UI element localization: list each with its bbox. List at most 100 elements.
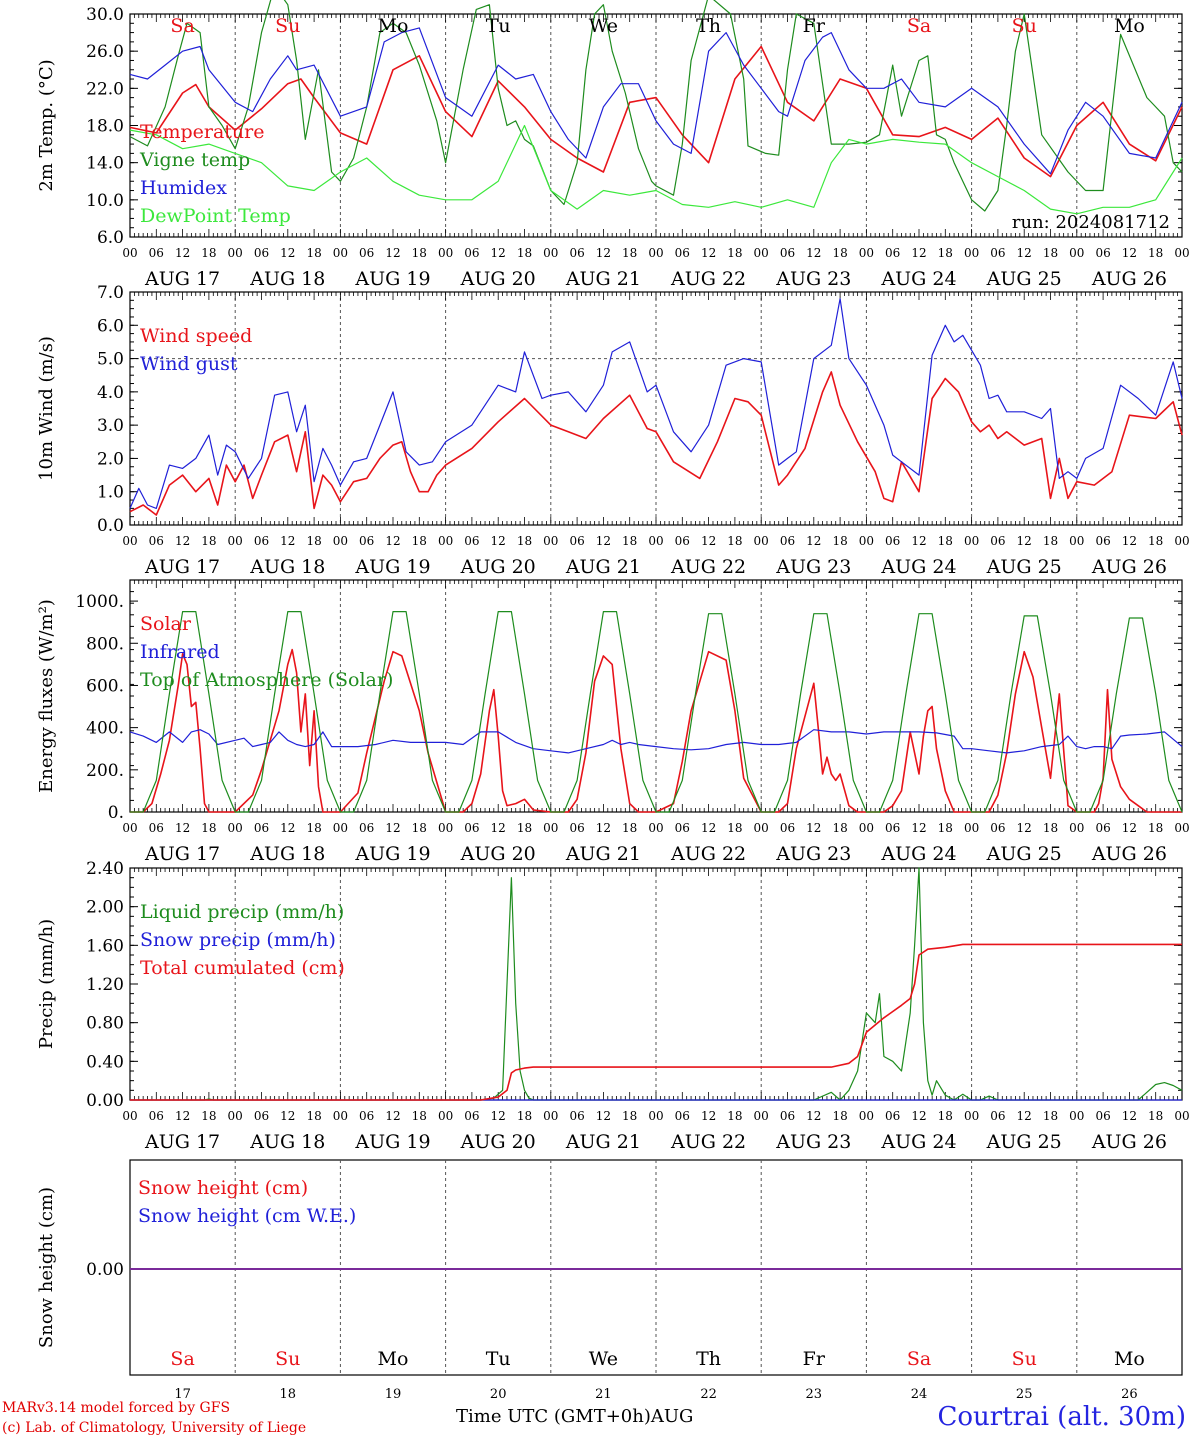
x-date-label: AUG 23 <box>775 843 851 865</box>
x-hour-label: 18 <box>1043 821 1058 835</box>
series-line <box>129 124 1183 215</box>
x-hour-label: 18 <box>1043 534 1058 548</box>
day-number-label: 18 <box>280 1387 297 1402</box>
weekday-label: Mo <box>1114 15 1145 37</box>
x-hour-label: 06 <box>569 534 584 548</box>
x-hour-label: 06 <box>359 534 374 548</box>
x-hour-label: 00 <box>964 246 979 260</box>
y-axis-label: Snow height (cm) <box>36 1187 57 1348</box>
x-hour-label: 00 <box>228 246 243 260</box>
day-number-label: 23 <box>806 1387 823 1402</box>
x-date-label: AUG 22 <box>670 268 746 290</box>
x-date-label: AUG 18 <box>249 1131 325 1153</box>
series-line <box>130 943 1182 1101</box>
run-label: run: 2024081712 <box>1012 212 1170 233</box>
y-tick-label: 22.0 <box>86 79 124 99</box>
x-hour-label: 18 <box>727 534 742 548</box>
x-hour-label: 00 <box>1174 1109 1189 1123</box>
x-hour-label: 06 <box>990 246 1005 260</box>
x-hour-label: 18 <box>201 534 216 548</box>
x-date-label: AUG 26 <box>1091 843 1167 865</box>
plot-frame <box>129 13 1183 238</box>
x-date-label: AUG 21 <box>565 843 641 865</box>
weekday-label: Su <box>1012 15 1037 37</box>
day-number-label: 22 <box>700 1387 717 1402</box>
weekday-label: Su <box>275 15 300 37</box>
x-hour-label: 00 <box>1069 534 1084 548</box>
x-hour-label: 00 <box>333 246 348 260</box>
x-date-label: AUG 18 <box>249 556 325 578</box>
x-hour-label: 12 <box>806 246 821 260</box>
x-hour-label: 06 <box>990 534 1005 548</box>
x-hour-label: 18 <box>1043 1109 1058 1123</box>
x-date-label: AUG 18 <box>249 843 325 865</box>
day-number-label: 17 <box>174 1387 191 1402</box>
weekday-label: Fr <box>803 15 826 37</box>
x-hour-label: 00 <box>859 821 874 835</box>
y-tick-label: 6.0 <box>97 316 124 336</box>
x-hour-label: 12 <box>1017 534 1032 548</box>
x-hour-label: 18 <box>727 821 742 835</box>
y-tick-label: 2.00 <box>86 898 124 918</box>
x-hour-label: 00 <box>648 1109 663 1123</box>
x-hour-label: 12 <box>175 1109 190 1123</box>
x-hour-label: 00 <box>438 821 453 835</box>
x-hour-label: 06 <box>990 821 1005 835</box>
x-hour-label: 00 <box>438 534 453 548</box>
weekday-label: Su <box>1012 1348 1037 1370</box>
x-hour-label: 00 <box>543 246 558 260</box>
x-hour-label: 00 <box>122 821 137 835</box>
x-hour-label: 18 <box>306 821 321 835</box>
legend-entry: Infrared <box>140 641 220 663</box>
x-hour-label: 12 <box>491 246 506 260</box>
x-hour-label: 12 <box>491 1109 506 1123</box>
x-hour-label: 00 <box>122 246 137 260</box>
x-hour-label: 00 <box>543 1109 558 1123</box>
x-hour-label: 12 <box>911 534 926 548</box>
x-date-label: AUG 17 <box>144 556 220 578</box>
series-line <box>130 610 1183 813</box>
x-hour-label: 00 <box>859 246 874 260</box>
x-hour-label: 12 <box>280 246 295 260</box>
x-hour-label: 06 <box>780 1109 795 1123</box>
x-hour-label: 12 <box>1017 1109 1032 1123</box>
x-hour-label: 00 <box>543 534 558 548</box>
x-date-label: AUG 20 <box>460 1131 536 1153</box>
y-tick-label: 1000. <box>75 592 124 612</box>
day-number-label: 26 <box>1121 1387 1138 1402</box>
y-tick-label: 0.40 <box>86 1052 124 1072</box>
x-hour-label: 06 <box>1095 534 1110 548</box>
x-hour-label: 00 <box>333 534 348 548</box>
y-tick-label: 800. <box>86 634 124 654</box>
x-hour-label: 00 <box>1174 821 1189 835</box>
y-tick-label: 1.60 <box>86 936 124 956</box>
legend-entry: Snow precip (mm/h) <box>140 929 336 951</box>
x-date-label: AUG 24 <box>880 1131 956 1153</box>
x-hour-label: 06 <box>359 246 374 260</box>
legend-entry: Solar <box>140 613 192 635</box>
x-hour-label: 06 <box>254 1109 269 1123</box>
x-hour-label: 12 <box>1122 1109 1137 1123</box>
x-hour-label: 06 <box>780 534 795 548</box>
x-hour-label: 12 <box>385 246 400 260</box>
x-date-label: AUG 25 <box>986 843 1062 865</box>
x-hour-label: 00 <box>228 534 243 548</box>
x-hour-label: 12 <box>1017 821 1032 835</box>
y-tick-label: 2.0 <box>97 449 124 469</box>
y-tick-label: 30.0 <box>86 5 124 25</box>
series-line <box>130 867 1183 1101</box>
x-date-label: AUG 22 <box>670 1131 746 1153</box>
x-hour-label: 18 <box>622 821 637 835</box>
x-hour-label: 18 <box>201 246 216 260</box>
y-axis-label: Energy fluxes (W/m²) <box>36 599 57 793</box>
month-label: AUG <box>650 1406 694 1427</box>
x-hour-label: 06 <box>675 1109 690 1123</box>
x-hour-label: 06 <box>254 534 269 548</box>
x-hour-label: 06 <box>1095 246 1110 260</box>
x-hour-label: 12 <box>1122 534 1137 548</box>
x-hour-label: 18 <box>306 246 321 260</box>
series-line <box>129 298 1183 509</box>
x-date-label: AUG 24 <box>880 843 956 865</box>
x-hour-label: 18 <box>938 1109 953 1123</box>
x-hour-label: 18 <box>412 246 427 260</box>
